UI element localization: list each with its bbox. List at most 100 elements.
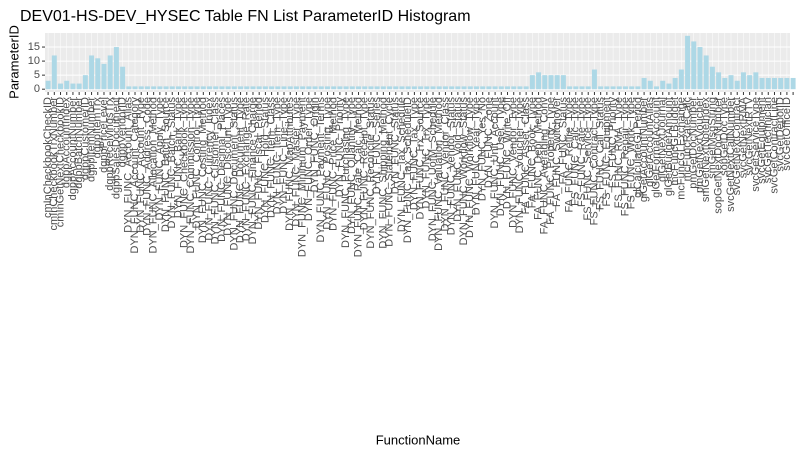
bar xyxy=(51,55,57,90)
x-tick-label: DYN_FUNC_Write_Off xyxy=(501,96,513,209)
bar xyxy=(529,75,535,90)
x-tick-label: DYN_FUNC_UofM_Schedule xyxy=(427,97,439,241)
bar xyxy=(89,55,95,90)
bar xyxy=(765,77,771,90)
bar xyxy=(331,86,337,90)
x-tick-label: glGetAccountAlias xyxy=(644,97,656,187)
x-tick-label: DYN_FUNC_Void_Status xyxy=(452,97,464,222)
x-tick-label: DYN_FUNC_Line_Type xyxy=(278,97,290,214)
bar xyxy=(207,86,213,90)
x-tick-label: DYN_FUNC_Batch_Source xyxy=(160,97,172,232)
x-tick-label: FS_FUNC_Equipment xyxy=(601,97,613,206)
bar xyxy=(604,86,610,90)
x-tick-label: dgppAccountIndex xyxy=(61,97,73,189)
x-tick-label: DYN_FUNC_Status xyxy=(390,97,402,195)
x-tick-label: DYN_FUNC_Document_Status xyxy=(228,97,240,251)
x-tick-label: svcGetNextContract xyxy=(731,97,743,195)
bar xyxy=(231,86,237,90)
bar xyxy=(380,86,386,90)
x-tick-label: DYN_FUNC_Trx_Type xyxy=(421,97,433,208)
x-tick-label: DYN_FUNC_Apply_Type xyxy=(154,97,166,221)
bar xyxy=(287,86,293,90)
y-tick-label: 10 xyxy=(28,55,40,67)
x-tick-label: DYN_FUNC_Tax_Schedule xyxy=(396,97,408,232)
x-tick-label: DYN_FUNC_Control_Type xyxy=(191,97,203,228)
x-tick-label: FA_FUNC_Book_Type xyxy=(526,97,538,208)
x-tick-label: DYN_FUNC_Workflow_Status xyxy=(458,97,470,246)
bar xyxy=(455,86,461,90)
x-tick-label: DYN_FUNC_Minimum_Payment xyxy=(297,97,309,257)
x-tick-label: dgppReceivingsTrx xyxy=(104,97,116,191)
bar xyxy=(281,86,287,90)
x-axis-label: FunctionName xyxy=(376,432,461,447)
x-tick-label: DYN_FUNC_Finance_Charge xyxy=(247,97,259,244)
x-tick-label: DYN_FUNC_Address_Code xyxy=(141,97,153,236)
bar xyxy=(771,77,777,90)
bar xyxy=(151,86,157,90)
x-tick-label: svcGetNextCallNumber xyxy=(725,97,737,212)
bar xyxy=(157,86,163,90)
x-tick-label: FA_FUNC_Retire_Type xyxy=(564,97,576,213)
bar xyxy=(194,86,200,90)
bar xyxy=(256,86,262,90)
bar xyxy=(778,77,784,90)
x-tick-label: DYN_FUNC_Trx_Source xyxy=(415,97,427,219)
x-tick-label: DYN_FUNC_Exchange_Rate xyxy=(241,97,253,241)
x-tick-label: DYN_FUNC_Valuation_Method xyxy=(433,97,445,251)
x-tick-label: FS_FUNC_Call_Status xyxy=(595,97,607,211)
bar xyxy=(703,55,709,90)
x-tick-label: FS_FUNC_Priority xyxy=(607,97,619,189)
bar xyxy=(610,86,616,90)
bar xyxy=(449,86,455,90)
bar xyxy=(219,86,225,90)
bar xyxy=(269,86,275,90)
x-tick-label: DYN_FUNC_Priority xyxy=(334,97,346,198)
x-tick-label: DYN_FUNC_Item_Class xyxy=(266,97,278,219)
bar xyxy=(107,55,113,90)
bar xyxy=(418,86,424,90)
bar xyxy=(579,86,585,90)
x-tick-label: svcGetNextRMA xyxy=(737,96,749,178)
x-tick-label: DYN_FUNC_Rate_Calc_Method xyxy=(352,97,364,257)
bar xyxy=(660,80,666,90)
bar xyxy=(113,47,119,90)
x-tick-label: dgppItemNumber xyxy=(85,97,97,182)
x-tick-label: FA_FUNC_Averaging_Conv xyxy=(539,97,551,235)
x-tick-label: DYN_FUNC_Purchasing_Type xyxy=(340,97,352,248)
bar xyxy=(666,83,672,90)
x-tick-label: DYN_FUNC_Checkbook_Type xyxy=(179,97,191,248)
bar xyxy=(505,86,511,90)
bar xyxy=(511,86,517,90)
x-tick-label: DYN_FUNC_Customer_Class xyxy=(210,97,222,245)
x-tick-label: DYN_FUNC_Yes_No xyxy=(477,97,489,201)
bar xyxy=(306,86,312,90)
x-tick-label: DYN_FUNC_Costing_Method xyxy=(197,97,209,243)
x-tick-label: glGetNextJournal xyxy=(657,97,669,182)
x-tick-label: DYN_FUNC_Bank_Type xyxy=(172,97,184,218)
bar xyxy=(728,75,734,90)
bar xyxy=(536,72,542,90)
bar xyxy=(300,86,306,90)
bar xyxy=(70,83,76,90)
bar xyxy=(554,75,560,90)
bar xyxy=(175,86,181,90)
x-tick-label: FA_FUNC_Switchover xyxy=(551,97,563,207)
x-tick-label: DYN_FUNC_Quantity_Type xyxy=(346,97,358,234)
x-tick-label: DYN_FUNC_Payment_Terms xyxy=(315,97,327,243)
bar xyxy=(585,86,591,90)
bar xyxy=(467,86,473,90)
bar xyxy=(598,86,604,90)
bar xyxy=(405,86,411,90)
bar xyxy=(324,86,330,90)
x-tick-label: glCalculateGLPeriod xyxy=(632,97,644,198)
x-tick-label: mcFuncRateCalc xyxy=(681,97,693,182)
x-tick-label: DYN_FUNC_Commission_Type xyxy=(185,97,197,254)
bar xyxy=(517,86,523,90)
bar xyxy=(685,35,691,90)
bar xyxy=(548,75,554,90)
x-tick-label: DYN_FUNC_Workflow_Type xyxy=(464,97,476,238)
bar xyxy=(95,58,101,90)
bar xyxy=(753,72,759,90)
x-tick-label: cmInCheckbookTrxNumber xyxy=(48,97,60,231)
bar xyxy=(163,86,169,90)
